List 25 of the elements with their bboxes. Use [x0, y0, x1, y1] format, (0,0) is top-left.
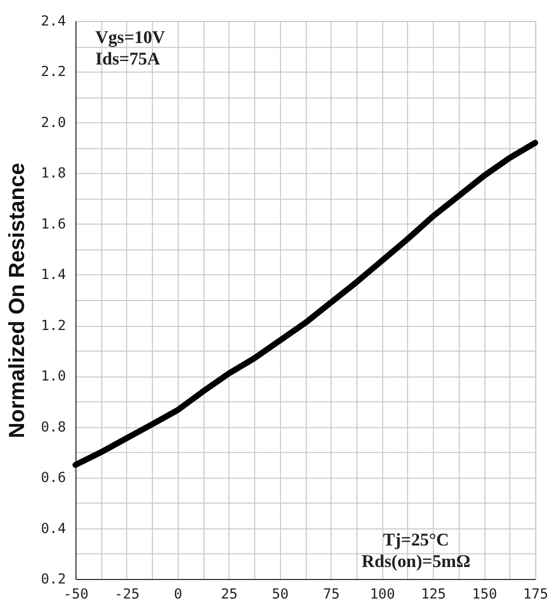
- x-tick-label: -25: [114, 586, 140, 602]
- x-tick-label: 100: [370, 586, 395, 602]
- y-tick-label: 1.4: [40, 267, 66, 284]
- annotation: Vgs=10V Ids=75A: [95, 26, 166, 69]
- y-tick-label: 0.4: [40, 520, 66, 537]
- y-tick-label: 1.0: [40, 368, 66, 385]
- y-tick-label: 0.2: [40, 571, 66, 588]
- y-tick-label: 1.2: [40, 318, 66, 334]
- y-tick-label: 1.6: [40, 216, 66, 232]
- x-tick-label: 50: [272, 586, 289, 602]
- y-tick-label: 0.6: [40, 470, 66, 486]
- y-tick-label: 2.4: [40, 13, 66, 30]
- x-tick-label: 75: [322, 586, 340, 602]
- y-tick-label: 2.0: [40, 114, 66, 131]
- x-tick-label: -50: [63, 586, 88, 602]
- x-tick-label: 175: [523, 586, 548, 602]
- y-tick-label: 0.8: [40, 419, 66, 436]
- x-tick-label: 25: [220, 586, 238, 602]
- x-tick-label: 0: [174, 586, 182, 602]
- x-tick-label: 150: [472, 586, 498, 602]
- y-tick-label: 2.2: [40, 64, 66, 80]
- y-tick-label: 1.8: [40, 166, 66, 182]
- annotation: Tj=25°C Rds(on)=5mΩ: [362, 529, 470, 572]
- y-axis-title: Normalized On Resistance: [4, 162, 30, 438]
- x-tick-label: 125: [420, 586, 446, 602]
